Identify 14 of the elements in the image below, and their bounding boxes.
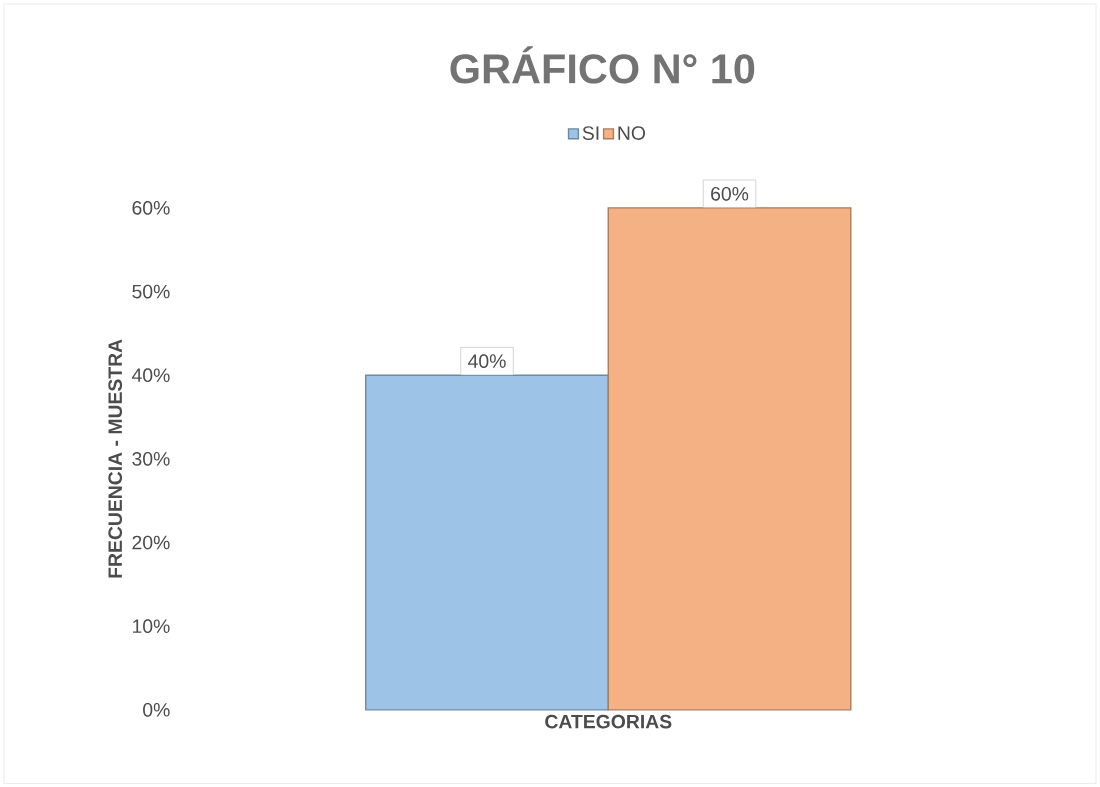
y-tick-label: 10% (133, 619, 170, 633)
chart-title: GRÁFICO N° 10 (450, 46, 755, 84)
data-label: 40% (468, 354, 506, 368)
y-tick-label: 50% (132, 284, 170, 299)
y-axis-title: FRECUENCIA - MUESTRA (108, 339, 123, 578)
x-axis-title: CATEGORIAS (545, 714, 672, 729)
y-tick-label: 60% (132, 200, 170, 215)
legend-label: SI (582, 126, 599, 140)
legend-label: NO (618, 126, 646, 140)
y-tick-label: 20% (132, 535, 170, 550)
y-tick-label: 30% (132, 451, 170, 466)
y-tick-label: 40% (131, 368, 170, 382)
data-label: 60% (711, 186, 749, 201)
y-tick-label: 0% (143, 702, 170, 717)
